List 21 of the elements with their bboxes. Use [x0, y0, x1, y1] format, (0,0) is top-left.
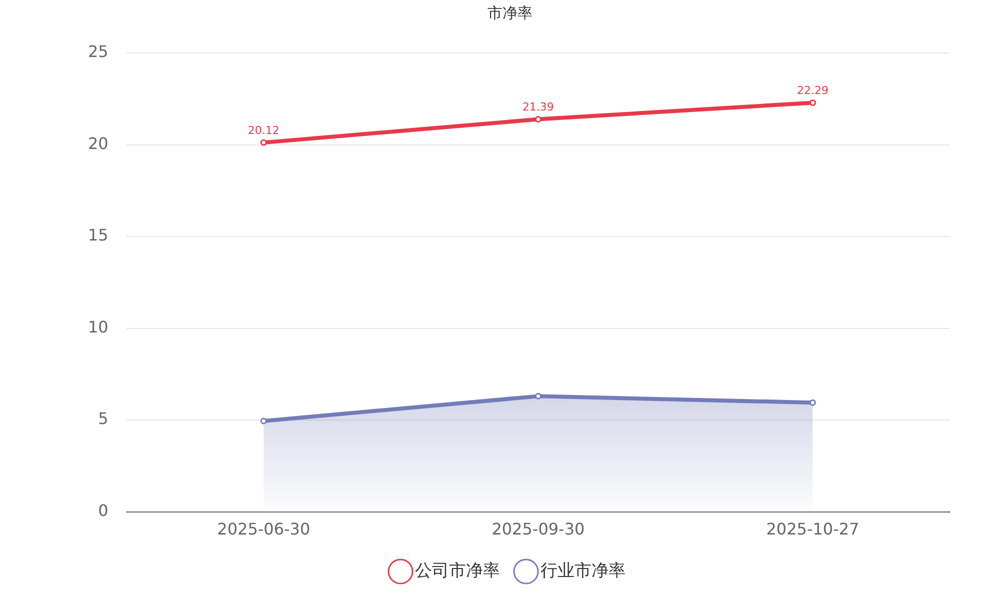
x-tick-label: 2025-09-30	[492, 520, 585, 539]
y-tick-label: 15	[88, 226, 108, 245]
point	[534, 392, 542, 400]
data-label: 21.39	[522, 100, 554, 114]
legend-label: 行业市净率	[540, 560, 626, 581]
point	[809, 399, 816, 406]
point	[260, 418, 267, 424]
x-tick-label: 2025-10-27	[766, 520, 860, 539]
point	[534, 116, 542, 122]
y-tick-label: 20	[88, 134, 108, 153]
y-tick-label: 0	[98, 500, 108, 520]
data-label: 22.29	[796, 84, 828, 98]
chart-title: 市净率	[488, 4, 532, 22]
data-label: 20.12	[248, 124, 280, 137]
y-tick-label: 25	[88, 42, 108, 62]
point	[809, 99, 816, 106]
y-tick-label: 10	[88, 317, 108, 336]
x-tick-label: 2025-06-30	[217, 520, 310, 539]
point	[260, 139, 267, 146]
y-tick-label: 5	[98, 409, 108, 428]
legend-label: 公司市净率	[415, 560, 500, 581]
